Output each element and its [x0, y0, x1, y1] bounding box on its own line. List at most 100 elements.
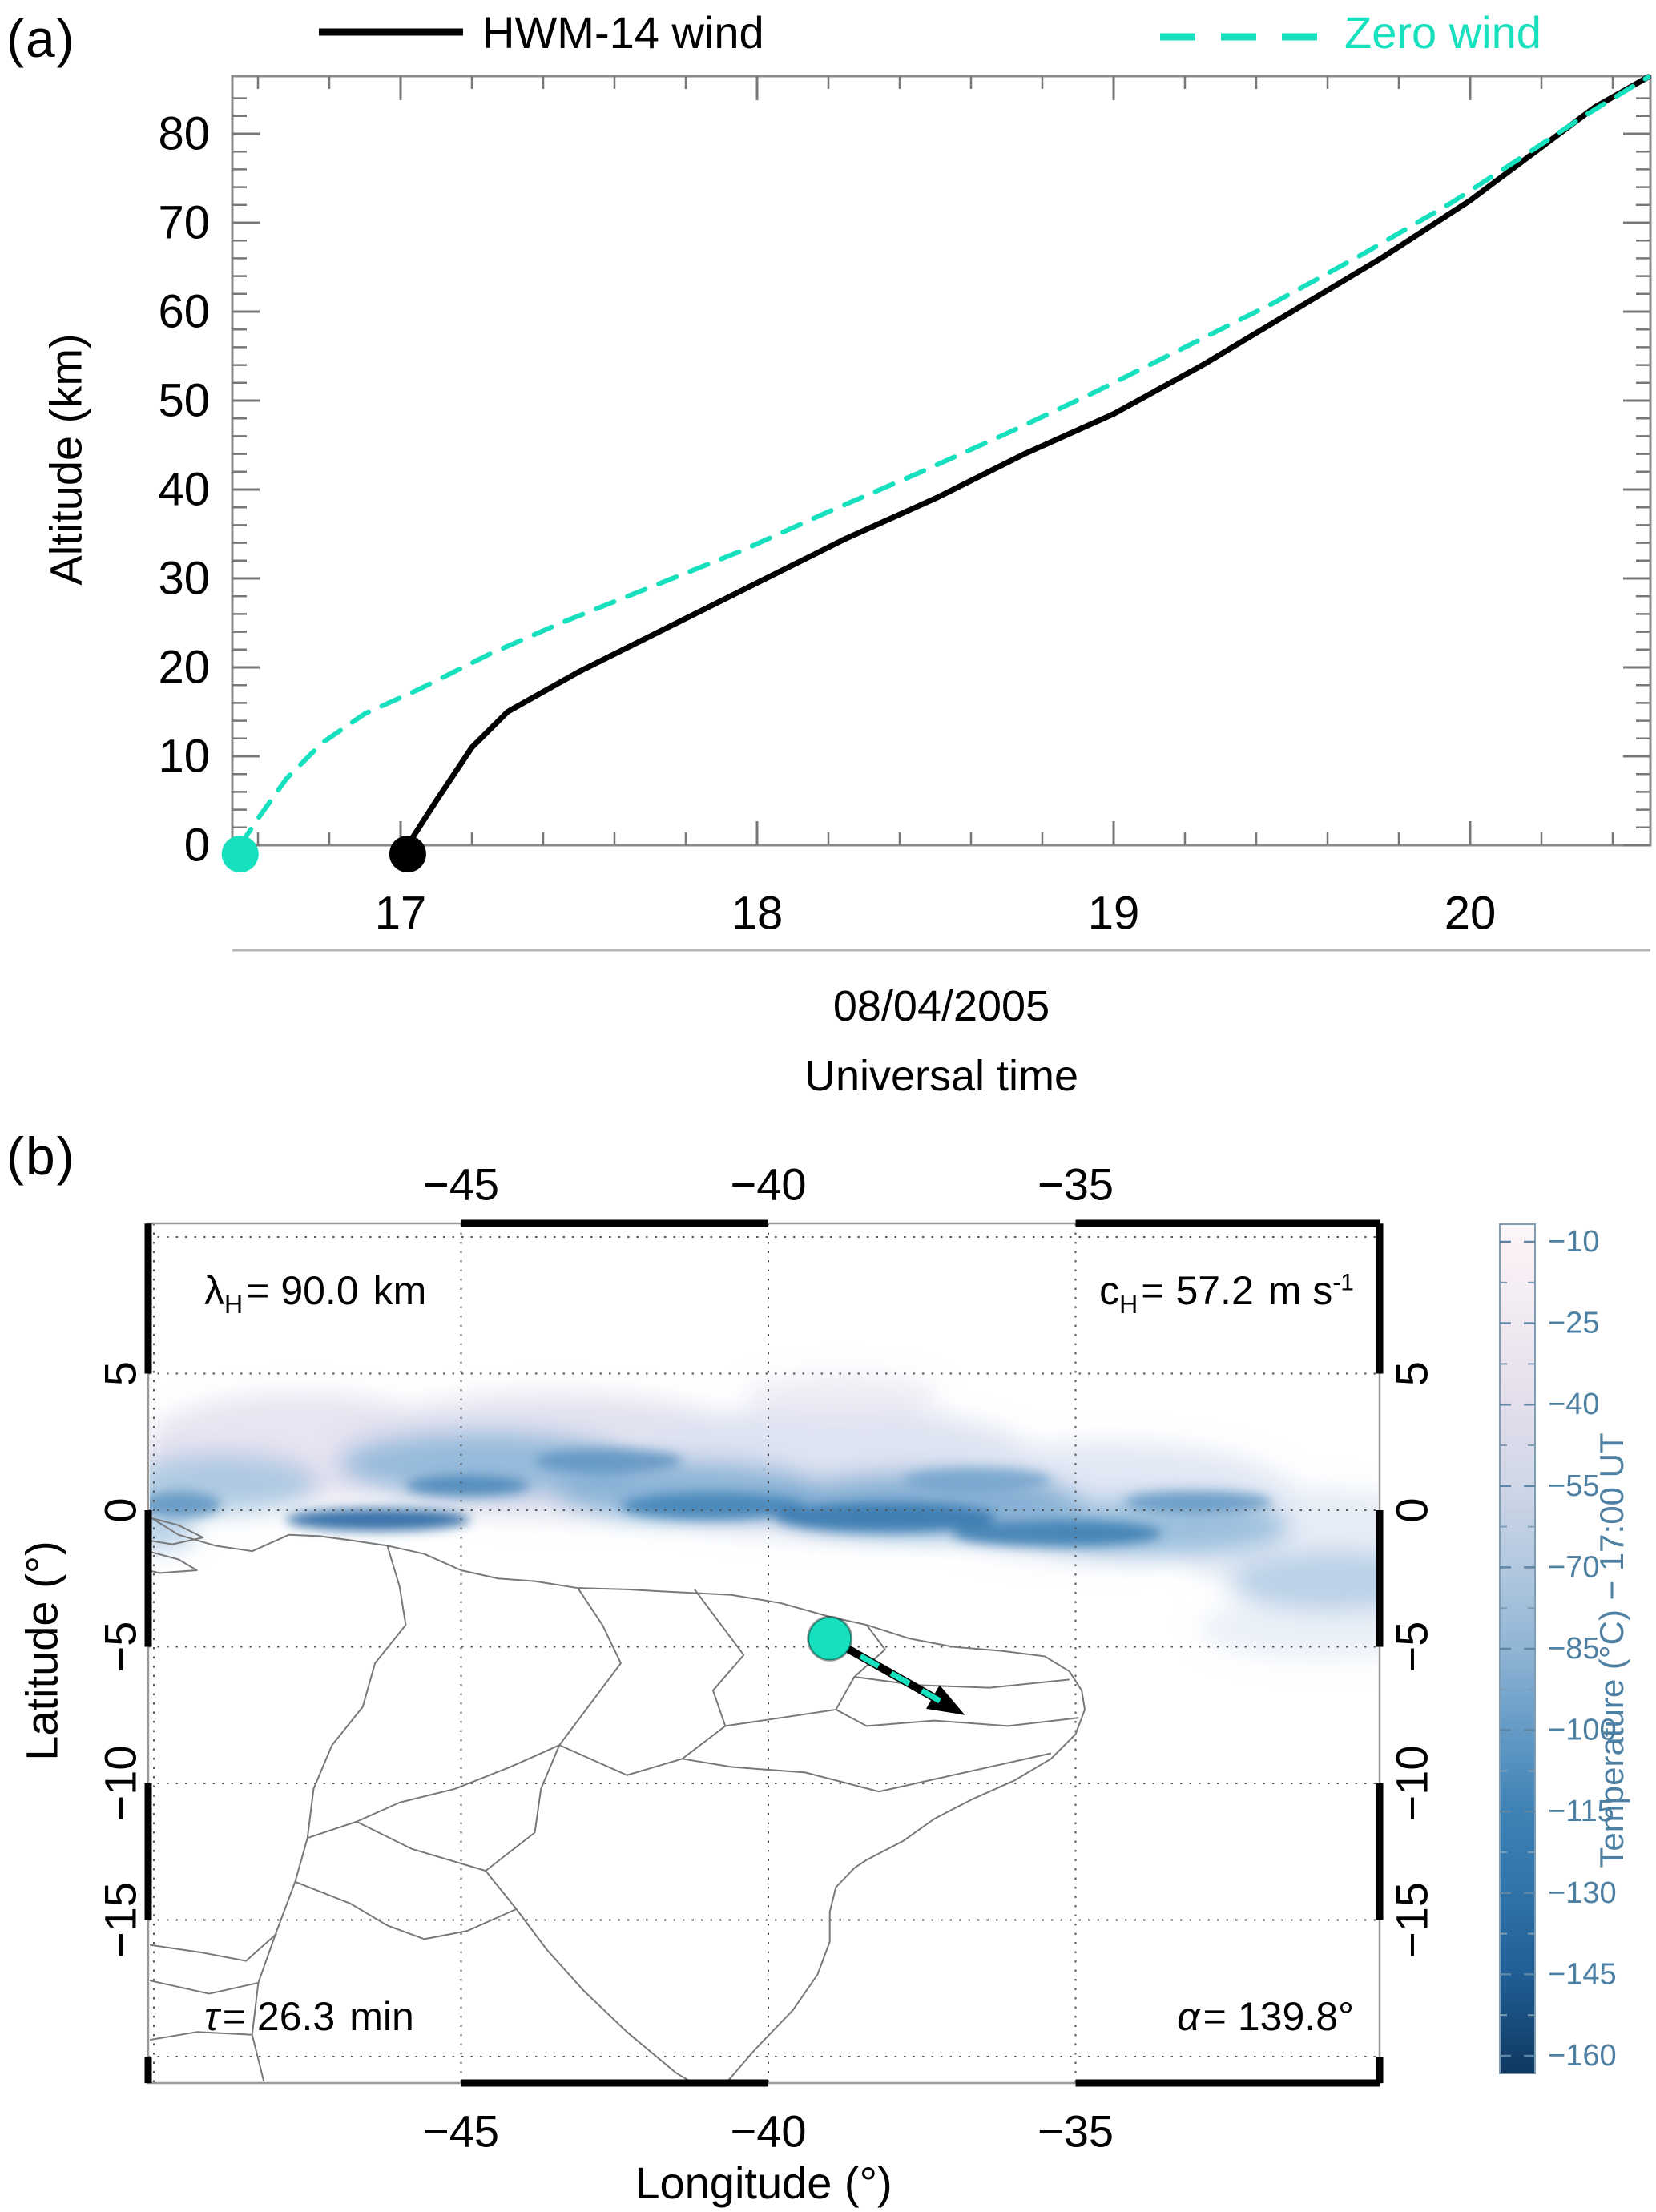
tick-label: 5 [1387, 1361, 1437, 1386]
panel-b-label: (b) [6, 1126, 76, 1186]
c-value: 57.2 [1175, 1268, 1254, 1313]
tick-label: 0 [1387, 1497, 1437, 1522]
hwm14-start-marker [389, 836, 426, 872]
tick-label: −160 [1548, 2039, 1617, 2073]
tick-label: −40 [1548, 1388, 1599, 1421]
lambda-symbol: λ [204, 1268, 224, 1313]
alpha-value: 139.8 [1237, 1994, 1338, 2039]
tick-label: −100 [1548, 1714, 1617, 1747]
tick-label: −10 [1387, 1746, 1437, 1822]
panel-a-label: (a) [6, 9, 76, 68]
alpha-equals: = [1203, 1994, 1227, 2039]
panel-a-x-axis-title: Universal time [804, 1052, 1079, 1100]
tick-label: 0 [184, 820, 210, 872]
cloud-blob [1229, 1551, 1378, 1612]
c-unit: m s [1267, 1268, 1333, 1313]
tick-label: 20 [1444, 888, 1497, 940]
hwm14-wind-curve [405, 74, 1651, 848]
panel-a-plot: 17 18 19 20 0 10 20 30 40 50 60 70 80 [158, 28, 1652, 952]
coastline [150, 1516, 1086, 2081]
state-border [878, 1752, 1052, 1793]
alpha-unit: ° [1338, 1994, 1354, 2039]
tick-label: 60 [158, 286, 210, 338]
tick-label: −35 [1038, 2106, 1114, 2157]
cloud-blob [743, 1373, 941, 1418]
state-border [485, 1744, 692, 2081]
tick-label: 20 [158, 642, 210, 694]
state-border [682, 1758, 880, 1793]
legend-hwm14-label: HWM-14 wind [482, 7, 764, 58]
period-annotation: τ= 26.3 min [204, 1993, 414, 2040]
phase-speed-annotation: cH= 57.2 m s-1 [1099, 1267, 1354, 1320]
c-subscript: H [1119, 1290, 1138, 1319]
coastline [150, 1517, 204, 1545]
cloud-blob [150, 1491, 222, 1519]
zero-wind-curve [237, 74, 1651, 848]
tick-label: −45 [423, 2106, 499, 2157]
tau-unit: min [349, 1994, 414, 2039]
legend-zero-wind-label: Zero wind [1344, 7, 1541, 58]
cloud-blob [774, 1501, 996, 1533]
tick-label: 18 [731, 888, 784, 940]
state-border [150, 1932, 278, 1962]
tick-label: 30 [158, 553, 210, 605]
panel-a-frame [231, 75, 1652, 847]
panel-a-date-label: 08/04/2005 [832, 982, 1050, 1030]
tick-label: −10 [1548, 1225, 1599, 1259]
c-unit-exponent: -1 [1332, 1269, 1354, 1296]
tick-label: −15 [1387, 1882, 1437, 1958]
tick-label: −40 [731, 1159, 807, 1210]
tick-label: −145 [1548, 1957, 1617, 1991]
tau-equals: = [222, 1994, 246, 2039]
zero-wind-start-marker [221, 836, 259, 872]
tick-label: −55 [1548, 1469, 1599, 1503]
panel-b-map: −45 −45 −40 −40 −35 −35 5 5 0 0 −5 −5 −10 −10 −15 −15 [95, 1159, 1437, 2157]
airglow-temperature-band [150, 1373, 1378, 1661]
c-symbol: c [1099, 1268, 1120, 1313]
cloud-blob [285, 1508, 471, 1532]
tick-label: 0 [95, 1497, 146, 1522]
cloud-blob [338, 1431, 634, 1497]
cloud-blob [405, 1475, 529, 1497]
tick-label: −70 [1548, 1550, 1599, 1584]
tick-label: −115 [1548, 1795, 1614, 1828]
state-border [150, 1980, 259, 1995]
tick-label: −130 [1548, 1876, 1617, 1910]
cloud-blob [1198, 1594, 1378, 1661]
tick-label: −25 [1548, 1307, 1599, 1340]
state-border [356, 1820, 486, 1872]
state-border [295, 1880, 517, 1940]
colorbar-title: Temperature (°C) − 17:00 UT [1593, 1432, 1630, 1868]
wavelength-annotation: λH= 90.0 km [204, 1267, 426, 1320]
tick-label: −45 [423, 1159, 499, 1210]
lambda-value: 90.0 [280, 1268, 359, 1313]
tick-label: −15 [95, 1882, 146, 1958]
tick-label: −35 [1038, 1159, 1114, 1210]
coastline [150, 1550, 198, 1574]
tick-label: 80 [158, 108, 210, 160]
state-border [854, 1676, 1070, 1689]
azimuth-annotation: α= 139.8° [1177, 1993, 1354, 2040]
tau-symbol: τ [204, 1994, 220, 2039]
launch-site-marker [807, 1615, 853, 1662]
state-border [835, 1709, 1079, 1727]
panel-a-y-axis-title: Altitude (km) [40, 333, 91, 586]
tick-label: −40 [731, 2106, 807, 2157]
panel-b-x-axis-title: Longitude (°) [635, 2158, 892, 2208]
colorbar: −10 −25 −40 −55 −70 −85 −100 −115 −130 −145 −160 [1499, 1223, 1617, 2074]
tick-label: 5 [95, 1361, 146, 1386]
c-equals: = [1141, 1268, 1165, 1313]
tick-label: −85 [1548, 1632, 1599, 1666]
tick-label: −10 [95, 1746, 146, 1822]
tick-label: 50 [158, 375, 210, 427]
tick-label: −5 [1387, 1622, 1437, 1673]
lambda-equals: = [246, 1268, 270, 1313]
tick-label: −5 [95, 1622, 146, 1673]
alpha-symbol: α [1177, 1994, 1200, 2039]
state-border [307, 1587, 622, 1839]
lambda-unit: km [373, 1268, 427, 1313]
tick-label: 40 [158, 464, 210, 516]
cloud-blob [534, 1448, 683, 1473]
cloud-blob [1124, 1491, 1272, 1513]
